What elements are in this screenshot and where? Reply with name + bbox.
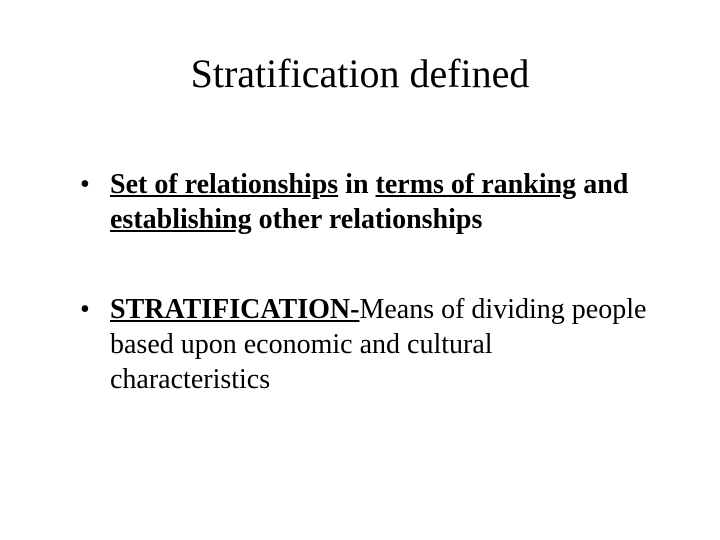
list-item: STRATIFICATION-Means of dividing people … [80,292,650,397]
text-segment: establishing [110,204,252,235]
list-item: Set of relationships in terms of ranking… [80,167,650,237]
text-segment: in [338,169,375,200]
text-segment: other relationships [252,204,483,235]
bullet-list: Set of relationships in terms of ranking… [80,167,650,397]
text-segment: terms of ranking [376,169,577,200]
text-segment: Set of relationships [110,169,338,200]
text-segment: and [576,169,628,200]
slide: Stratification defined Set of relationsh… [0,0,720,540]
text-segment: STRATIFICATION- [110,294,359,325]
slide-title: Stratification defined [60,50,660,97]
